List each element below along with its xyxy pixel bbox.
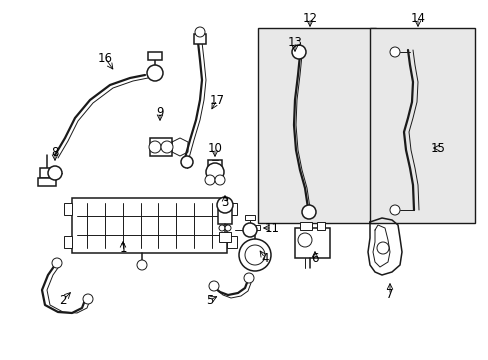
Text: 11: 11 — [264, 221, 279, 234]
Text: 15: 15 — [429, 141, 445, 154]
Text: 7: 7 — [386, 288, 393, 302]
Circle shape — [244, 273, 253, 283]
Bar — [64, 203, 72, 215]
Bar — [218, 210, 231, 224]
Text: 1: 1 — [119, 242, 126, 255]
Bar — [244, 215, 254, 220]
Circle shape — [195, 27, 204, 37]
Circle shape — [147, 65, 163, 81]
Text: 6: 6 — [311, 252, 318, 265]
Circle shape — [48, 166, 62, 180]
Circle shape — [161, 141, 173, 153]
Circle shape — [291, 45, 305, 59]
Bar — [40, 168, 54, 178]
Bar — [316, 222, 325, 230]
Text: 14: 14 — [409, 12, 425, 24]
Text: 12: 12 — [302, 12, 317, 24]
Circle shape — [215, 175, 224, 185]
Bar — [150, 138, 172, 156]
Circle shape — [389, 205, 399, 215]
Bar — [294, 228, 329, 258]
Bar — [299, 222, 311, 230]
Circle shape — [52, 258, 62, 268]
Text: 2: 2 — [59, 293, 67, 306]
Text: 10: 10 — [207, 141, 222, 154]
Bar — [72, 198, 226, 253]
Circle shape — [205, 163, 224, 181]
Text: 4: 4 — [261, 252, 268, 265]
Circle shape — [239, 239, 270, 271]
Text: 5: 5 — [206, 293, 213, 306]
Circle shape — [243, 223, 257, 237]
Text: 8: 8 — [51, 145, 59, 158]
Bar — [369, 28, 474, 223]
Circle shape — [137, 260, 147, 270]
Circle shape — [376, 242, 388, 254]
Text: 3: 3 — [221, 195, 228, 208]
Text: 9: 9 — [156, 105, 163, 118]
Bar — [148, 52, 162, 60]
Bar — [38, 178, 56, 186]
Circle shape — [297, 233, 311, 247]
Circle shape — [204, 175, 215, 185]
Circle shape — [219, 225, 224, 231]
Circle shape — [302, 205, 315, 219]
Circle shape — [83, 294, 93, 304]
Bar — [219, 232, 230, 242]
Bar — [249, 225, 260, 230]
Bar — [258, 28, 375, 223]
Circle shape — [224, 225, 230, 231]
Circle shape — [217, 197, 232, 213]
Circle shape — [149, 141, 161, 153]
Circle shape — [181, 156, 193, 168]
Bar — [226, 203, 237, 215]
Bar — [194, 34, 205, 44]
Circle shape — [389, 47, 399, 57]
Circle shape — [244, 245, 264, 265]
Bar — [64, 236, 72, 248]
Text: 16: 16 — [97, 51, 112, 64]
Circle shape — [208, 281, 219, 291]
Bar — [226, 236, 237, 248]
Text: 17: 17 — [209, 94, 224, 107]
Text: 13: 13 — [287, 36, 302, 49]
Bar — [207, 160, 222, 170]
